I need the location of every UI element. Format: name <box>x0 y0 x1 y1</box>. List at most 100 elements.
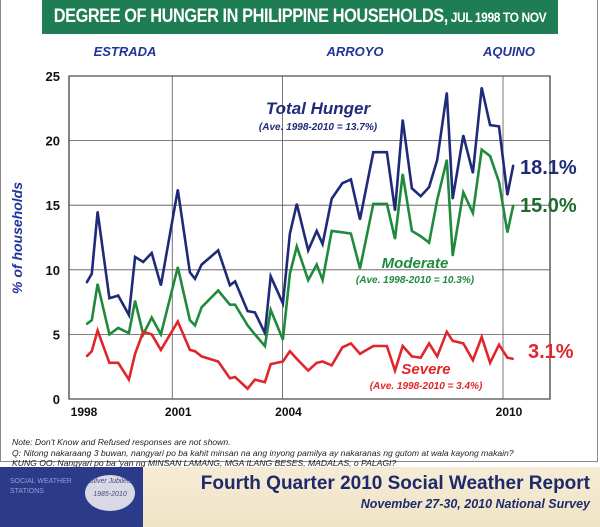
data-point <box>451 340 454 342</box>
data-point <box>480 148 483 151</box>
chart-frame <box>0 0 598 462</box>
data-point <box>428 342 430 345</box>
data-point <box>419 235 422 238</box>
data-point <box>254 378 256 381</box>
data-point <box>142 261 145 263</box>
silver-jubilee-badge: Silver Jubilee 1985-2010 <box>85 475 135 511</box>
data-point <box>176 320 179 323</box>
logo-text: SOCIAL WEATHER STATIONS <box>10 478 72 495</box>
data-point <box>436 355 439 358</box>
data-point <box>90 350 93 352</box>
series-label-severe: Severe <box>401 361 450 378</box>
data-point <box>96 283 99 285</box>
data-point <box>350 232 352 235</box>
data-point <box>372 345 375 347</box>
data-point <box>436 159 439 161</box>
data-point <box>229 377 231 380</box>
data-point <box>419 195 422 197</box>
x-tick-label: 2010 <box>496 405 523 419</box>
data-point <box>160 333 162 336</box>
sws-logo: SOCIAL WEATHER STATIONS Silver Jubilee 1… <box>0 467 143 527</box>
data-point <box>386 203 388 205</box>
data-point <box>472 172 474 174</box>
report-title: Fourth Quarter 2010 Social Weather Repor… <box>200 473 590 494</box>
x-tick-label: 1998 <box>71 405 98 419</box>
data-point <box>229 303 231 306</box>
data-point <box>307 369 310 372</box>
data-point <box>108 333 111 336</box>
y-axis-label: % of households <box>9 182 25 294</box>
data-point <box>411 355 413 358</box>
y-tick-label: 20 <box>46 134 60 149</box>
y-tick-label: 5 <box>53 327 60 342</box>
data-point <box>498 343 500 346</box>
data-point <box>117 327 120 329</box>
note-line: Note: Don't Know and Refused responses a… <box>12 437 231 447</box>
data-point <box>341 346 344 349</box>
data-point <box>134 300 136 302</box>
data-point <box>307 249 310 252</box>
data-point <box>341 182 344 185</box>
data-point <box>217 249 219 252</box>
report-footer: SOCIAL WEATHER STATIONS Silver Jubilee 1… <box>0 467 600 527</box>
data-point <box>498 125 500 128</box>
data-point <box>117 362 120 364</box>
data-point <box>394 369 396 372</box>
data-point <box>234 376 236 378</box>
data-point <box>254 311 256 314</box>
data-point <box>96 210 99 213</box>
data-point <box>85 355 88 358</box>
data-point <box>296 358 298 360</box>
data-point <box>445 159 448 161</box>
data-point <box>489 124 491 126</box>
data-point <box>282 360 284 363</box>
data-point <box>386 345 388 347</box>
data-point <box>282 302 284 305</box>
x-tick-label: 2004 <box>275 405 302 419</box>
data-point <box>394 237 396 240</box>
data-point <box>85 323 88 325</box>
data-point <box>128 378 130 381</box>
title-sub: JUL 1998 TO NOV 2010 <box>287 9 547 59</box>
data-point <box>401 119 404 121</box>
data-point <box>200 355 203 358</box>
data-point <box>428 186 430 188</box>
data-point <box>307 279 310 281</box>
data-point <box>350 178 352 181</box>
data-point <box>269 309 272 311</box>
data-point <box>462 342 465 345</box>
data-point <box>217 360 219 363</box>
data-point <box>234 280 236 283</box>
series-note-moderate: (Ave. 1998-2010 = 10.3%) <box>356 275 475 286</box>
data-point <box>234 303 236 306</box>
data-point <box>246 387 249 390</box>
data-point <box>264 381 266 384</box>
data-point <box>350 342 352 345</box>
data-point <box>90 319 93 321</box>
data-point <box>246 324 249 327</box>
data-point <box>315 362 318 364</box>
series-line-severe <box>85 318 514 391</box>
end-label-severe: 3.1% <box>528 341 574 363</box>
data-point <box>330 230 333 232</box>
data-point <box>512 358 515 360</box>
data-point <box>269 275 272 278</box>
data-point <box>96 329 99 332</box>
data-point <box>315 263 318 266</box>
data-point <box>472 359 474 362</box>
era-arroyo: ARROYO <box>325 44 383 59</box>
data-point <box>289 232 291 235</box>
data-point <box>200 306 203 309</box>
data-point <box>512 164 515 166</box>
data-point <box>462 191 465 194</box>
data-point <box>142 331 145 333</box>
data-point <box>401 345 404 347</box>
data-point <box>359 267 361 270</box>
note-line: KUNG OO: Nangyari po ba 'yan ng MINSAN L… <box>12 458 397 468</box>
data-point <box>189 349 191 351</box>
data-point <box>341 231 344 234</box>
data-point <box>134 256 136 258</box>
data-point <box>506 356 509 359</box>
data-point <box>359 218 361 221</box>
data-point <box>445 331 448 333</box>
